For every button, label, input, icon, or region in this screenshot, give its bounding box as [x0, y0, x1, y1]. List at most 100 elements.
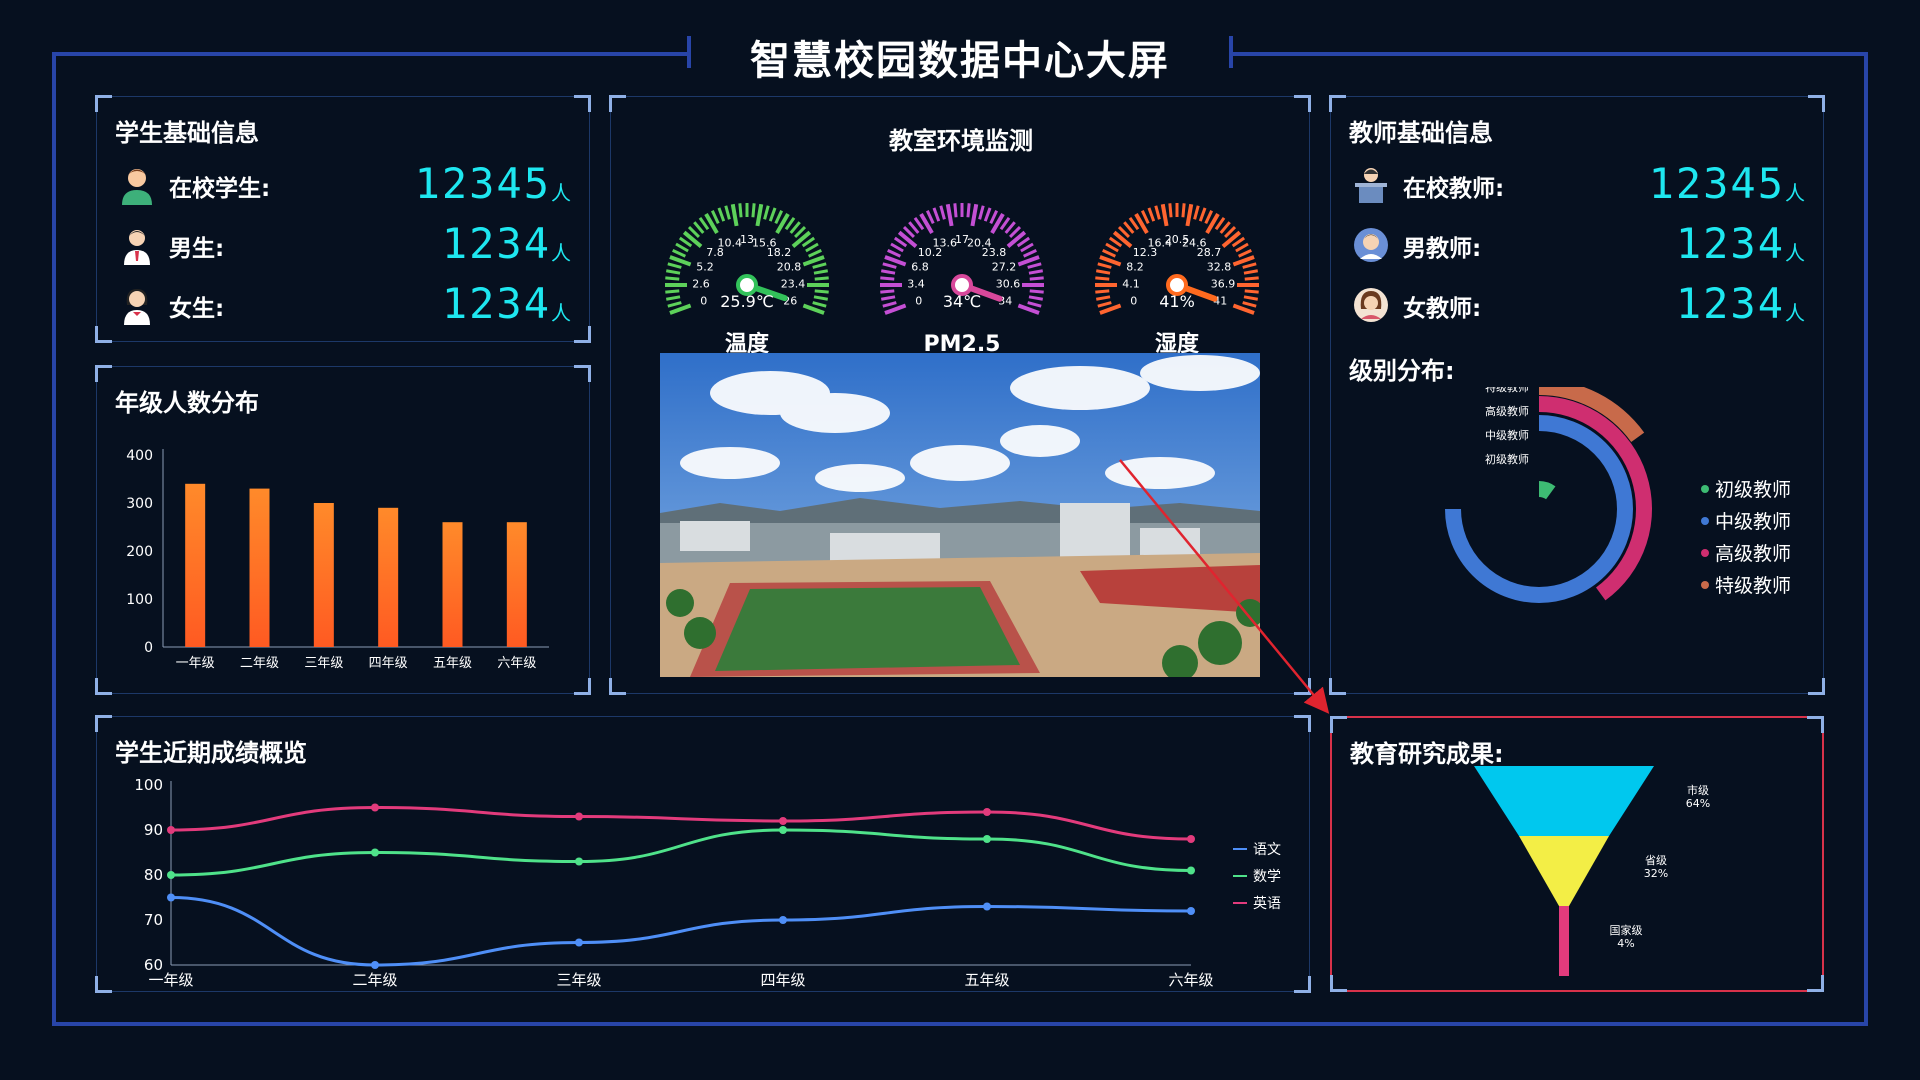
bar — [442, 522, 463, 647]
level-arc — [1445, 415, 1633, 603]
y-tick-label: 60 — [144, 956, 163, 974]
series-point — [779, 817, 787, 825]
gauge-tick — [882, 301, 897, 308]
gauge-tick — [884, 303, 907, 315]
arc-label: 初级教师 — [1485, 452, 1529, 466]
level-arc — [1538, 387, 1645, 443]
series-point — [1187, 866, 1195, 875]
gauge-tick-label: 30.6 — [996, 277, 1021, 290]
arc-label: 高级教师 — [1485, 404, 1529, 418]
gauge-tick — [1022, 248, 1037, 258]
series-point — [167, 871, 175, 879]
gauge-tick — [805, 242, 819, 253]
gauge-tick-label: 17 — [955, 233, 969, 246]
funnel-segment — [1559, 906, 1569, 976]
x-tick-label: 五年级 — [964, 971, 1009, 989]
gauge-tick — [989, 210, 999, 225]
gauge-tick-label: 27.2 — [992, 260, 1017, 273]
y-tick-label: 100 — [126, 592, 153, 608]
gauge-tick — [813, 269, 829, 275]
gauge-tick — [1160, 203, 1169, 227]
gauge-2: 04.18.212.316.420.524.628.732.836.94141%… — [1095, 203, 1259, 357]
y-tick-label: 200 — [126, 544, 153, 560]
gauge-tick — [738, 203, 743, 218]
gauge-tick — [801, 236, 816, 248]
gauge-hub — [951, 274, 973, 296]
legend-label: 特级教师 — [1715, 575, 1791, 597]
female-teacher-icon — [1354, 288, 1388, 322]
funnel-percent: 4% — [1617, 937, 1634, 950]
gauge-tick — [1242, 262, 1257, 269]
gauge-tick — [1105, 242, 1119, 253]
gauge-tick-label: 13 — [740, 233, 754, 246]
gauge-tick — [1134, 212, 1149, 235]
legend-label: 英语 — [1253, 895, 1281, 912]
gauge-tick — [789, 221, 801, 234]
scores-title: 学生近期成绩概览 — [115, 739, 307, 767]
gauge-tick-label: 4.1 — [1122, 277, 1140, 290]
gauge-tick — [1232, 303, 1255, 315]
gauge-tick — [687, 225, 700, 238]
gauge-tick — [919, 212, 934, 235]
gauge-tick — [1004, 221, 1016, 234]
series-point — [167, 826, 175, 834]
x-tick-label: 三年级 — [304, 656, 343, 671]
y-tick-label: 300 — [126, 496, 153, 512]
student-info-title: 学生基础信息 — [115, 119, 259, 147]
teacher-info-panel: 教师基础信息 在校教师: 12345 人 男教师: 1234 人 女教师: 12… — [1329, 95, 1825, 695]
grade-distribution-title: 年级人数分布 — [115, 389, 259, 417]
gauge-tick-label: 12.3 — [1133, 246, 1158, 259]
gauge-tick — [1244, 276, 1259, 281]
gauge-tick — [794, 225, 807, 238]
gauge-tick-label: 23.8 — [982, 246, 1007, 259]
bar — [249, 488, 270, 647]
bar — [313, 503, 334, 647]
series-line — [170, 828, 1192, 877]
gauge-tick — [1243, 295, 1259, 301]
gauge-tick — [1117, 225, 1130, 238]
gauge-tick — [932, 207, 941, 222]
gauge-tick — [1123, 221, 1135, 234]
gauge-tick — [678, 236, 693, 248]
gauge-value: 25.9℃ — [720, 292, 774, 311]
grade-bar-chart: 0 100 200 300 400 一年级 二年级 三年级 四年级 五年级 六年级 — [126, 448, 549, 671]
level-distribution-title: 级别分布: — [1349, 357, 1455, 385]
gauge-tick-label: 28.7 — [1197, 246, 1222, 259]
gauge-tick — [730, 203, 739, 227]
gauge-tick — [667, 262, 682, 269]
gauge-tick — [1095, 295, 1111, 301]
series-point — [983, 902, 991, 911]
teacher-female-row: 女教师: 1234 人 — [1349, 279, 1805, 331]
gauge-tick — [802, 255, 825, 267]
y-tick-label: 90 — [144, 821, 163, 839]
legend-label: 语文 — [1253, 842, 1281, 858]
legend-label: 数学 — [1253, 869, 1281, 885]
x-tick-label: 五年级 — [433, 656, 472, 671]
series-point — [371, 803, 379, 812]
gauge-tick — [1095, 276, 1110, 281]
series-point — [371, 848, 379, 857]
campus-photo — [660, 353, 1260, 677]
gauge-tick-label: 3.4 — [907, 277, 925, 290]
gauge-tick — [665, 289, 680, 294]
gauge-tick — [1243, 269, 1259, 275]
gauge-tick — [1017, 303, 1040, 315]
gauge-value: 34℃ — [943, 292, 981, 311]
teacher-lectern-icon — [1355, 168, 1387, 203]
series-line — [170, 805, 1192, 841]
teacher-male-row: 男教师: 1234 人 — [1349, 219, 1805, 271]
gauge-tick-label: 0 — [1130, 295, 1137, 308]
gauge-tick — [913, 216, 925, 231]
gauge-tick — [667, 301, 682, 308]
legend-label: 中级教师 — [1715, 511, 1791, 533]
series-point — [1187, 835, 1195, 843]
gauge-tick — [791, 230, 812, 248]
gauge-tick — [1108, 236, 1123, 248]
gauge-tick — [763, 205, 770, 220]
gauge-tick — [814, 276, 829, 281]
gauge-tick — [966, 203, 971, 218]
legend-label: 初级教师 — [1715, 479, 1791, 501]
gauge-tick-label: 8.2 — [1126, 260, 1144, 273]
gauge-tick-label: 2.6 — [692, 277, 710, 290]
